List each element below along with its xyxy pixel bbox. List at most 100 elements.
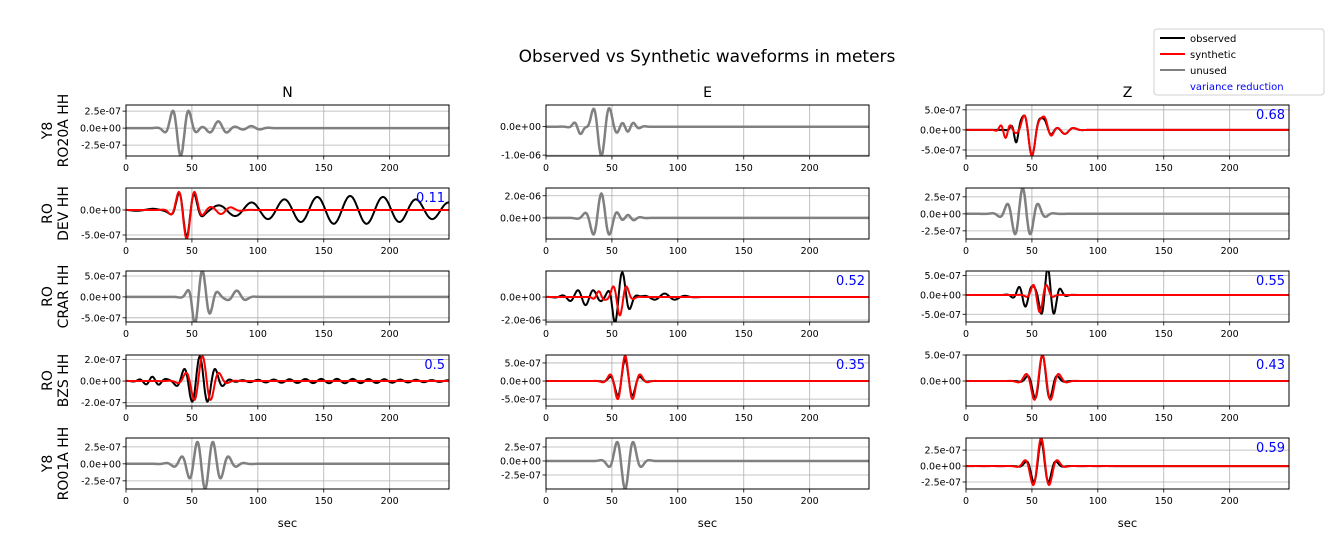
observed-trace (966, 355, 1289, 400)
row-label: Y8RO01A HH (40, 427, 72, 501)
row-label: ROBZS HH (40, 354, 72, 408)
x-tick-label: 150 (315, 329, 333, 340)
y-tick-label: -5.0e-07 (921, 310, 961, 321)
row-label: RODEV HH (40, 186, 72, 241)
unused-trace (126, 271, 449, 322)
x-tick-label: 200 (1221, 329, 1239, 340)
unused-trace (546, 440, 869, 489)
y-tick-label: 2.5e-07 (925, 446, 961, 457)
variance-reduction-label: 0.5 (424, 358, 445, 373)
x-tick-label: 100 (1089, 163, 1107, 174)
x-tick-label: 50 (1026, 496, 1038, 507)
unused-trace (546, 106, 869, 156)
x-tick-label: 200 (1221, 413, 1239, 424)
axes-frame (965, 354, 1290, 407)
x-tick-label: 200 (381, 413, 399, 424)
axes-frame (125, 187, 450, 240)
y-tick-label: 5.0e-07 (925, 351, 961, 362)
x-tick-label: 200 (801, 496, 819, 507)
axes-frame (965, 187, 1290, 240)
y-tick-label: -5.0e-07 (921, 145, 961, 156)
variance-reduction-label: 0.55 (1256, 274, 1285, 289)
x-tick-label: 200 (381, 496, 399, 507)
axes-frame (965, 270, 1290, 323)
x-tick-label: 50 (606, 413, 618, 424)
y-tick-label: 0.0e+00 (80, 377, 121, 388)
synthetic-trace (966, 114, 1289, 156)
x-tick-label: 50 (186, 163, 198, 174)
axes-frame (545, 270, 870, 323)
axes-frame (125, 104, 450, 157)
x-axis-label: sec (698, 516, 717, 530)
x-tick-label: 50 (606, 329, 618, 340)
x-tick-label: 150 (1155, 246, 1173, 257)
x-tick-label: 150 (1155, 413, 1173, 424)
row-label: Y8RO20A HH (40, 94, 72, 168)
x-tick-label: 0 (963, 329, 969, 340)
x-tick-label: 100 (669, 496, 687, 507)
x-tick-label: 50 (186, 496, 198, 507)
x-tick-label: 200 (381, 329, 399, 340)
y-tick-label: 0.0e+00 (500, 377, 541, 388)
axes-frame (965, 437, 1290, 490)
panel-dev-n: 0 50 100 150 200 0.0e+00 -5.0e-07 0.11 (80, 187, 450, 257)
axes-frame (545, 104, 870, 157)
synthetic-trace (966, 283, 1289, 314)
x-tick-label: 100 (669, 329, 687, 340)
figure-title: Observed vs Synthetic waveforms in meter… (519, 47, 896, 67)
x-tick-label: 150 (735, 246, 753, 257)
y-tick-label: 2.5e-07 (505, 442, 541, 453)
y-tick-label: 2.5e-07 (85, 107, 121, 118)
y-tick-label: -1.0e-06 (501, 151, 541, 162)
y-tick-label: -5.0e-07 (81, 231, 121, 242)
x-tick-label: 100 (1089, 246, 1107, 257)
row-label-station: DEV HH (56, 186, 72, 241)
row-label-station: CRAR HH (56, 265, 72, 329)
column-title-n: N (282, 85, 292, 101)
x-tick-label: 150 (315, 496, 333, 507)
observed-trace (126, 192, 449, 238)
x-tick-label: 0 (963, 163, 969, 174)
legend-entry-label: synthetic (1190, 50, 1236, 61)
y-tick-label: 0.0e+00 (80, 459, 121, 470)
x-tick-label: 150 (1155, 329, 1173, 340)
row-label-network: Y8 (40, 455, 56, 473)
x-tick-label: 50 (606, 246, 618, 257)
y-tick-label: 0.0e+00 (920, 290, 961, 301)
synthetic-trace (126, 355, 449, 401)
x-tick-label: 100 (669, 163, 687, 174)
x-tick-label: 150 (735, 329, 753, 340)
variance-reduction-label: 0.68 (1256, 108, 1285, 123)
y-tick-label: 0.0e+00 (920, 462, 961, 473)
y-tick-label: -2.5e-07 (921, 477, 961, 488)
x-tick-label: 0 (123, 329, 129, 340)
x-tick-label: 100 (1089, 329, 1107, 340)
synthetic-trace (546, 285, 869, 317)
x-tick-label: 100 (1089, 496, 1107, 507)
variance-reduction-label: 0.59 (1256, 441, 1285, 456)
x-axis-label: sec (1118, 516, 1137, 530)
y-tick-label: -2.5e-07 (921, 226, 961, 237)
y-tick-label: 0.0e+00 (80, 124, 121, 135)
x-tick-label: 0 (123, 246, 129, 257)
x-tick-label: 200 (801, 163, 819, 174)
x-tick-label: 50 (1026, 163, 1038, 174)
row-label-network: RO (40, 370, 56, 391)
unused-trace (966, 188, 1289, 236)
observed-trace (546, 358, 869, 397)
x-tick-label: 200 (1221, 246, 1239, 257)
y-tick-label: 5.0e-07 (505, 358, 541, 369)
axes-frame (545, 354, 870, 407)
x-tick-label: 0 (543, 413, 549, 424)
legend-box (1153, 28, 1325, 96)
unused-trace (126, 440, 449, 489)
row-label-network: Y8 (40, 122, 56, 140)
x-tick-label: 150 (735, 496, 753, 507)
x-tick-label: 150 (1155, 496, 1173, 507)
y-tick-label: 0.0e+00 (500, 293, 541, 304)
panel-ro20a-z: 0 50 100 150 200 5.0e-07 0.0e+00 -5.0e-07 0.68 (920, 104, 1290, 174)
y-tick-label: -5.0e-07 (81, 313, 121, 324)
legend-entry-label: unused (1190, 66, 1227, 77)
column-title-e: E (703, 85, 712, 101)
synthetic-trace (966, 355, 1289, 401)
